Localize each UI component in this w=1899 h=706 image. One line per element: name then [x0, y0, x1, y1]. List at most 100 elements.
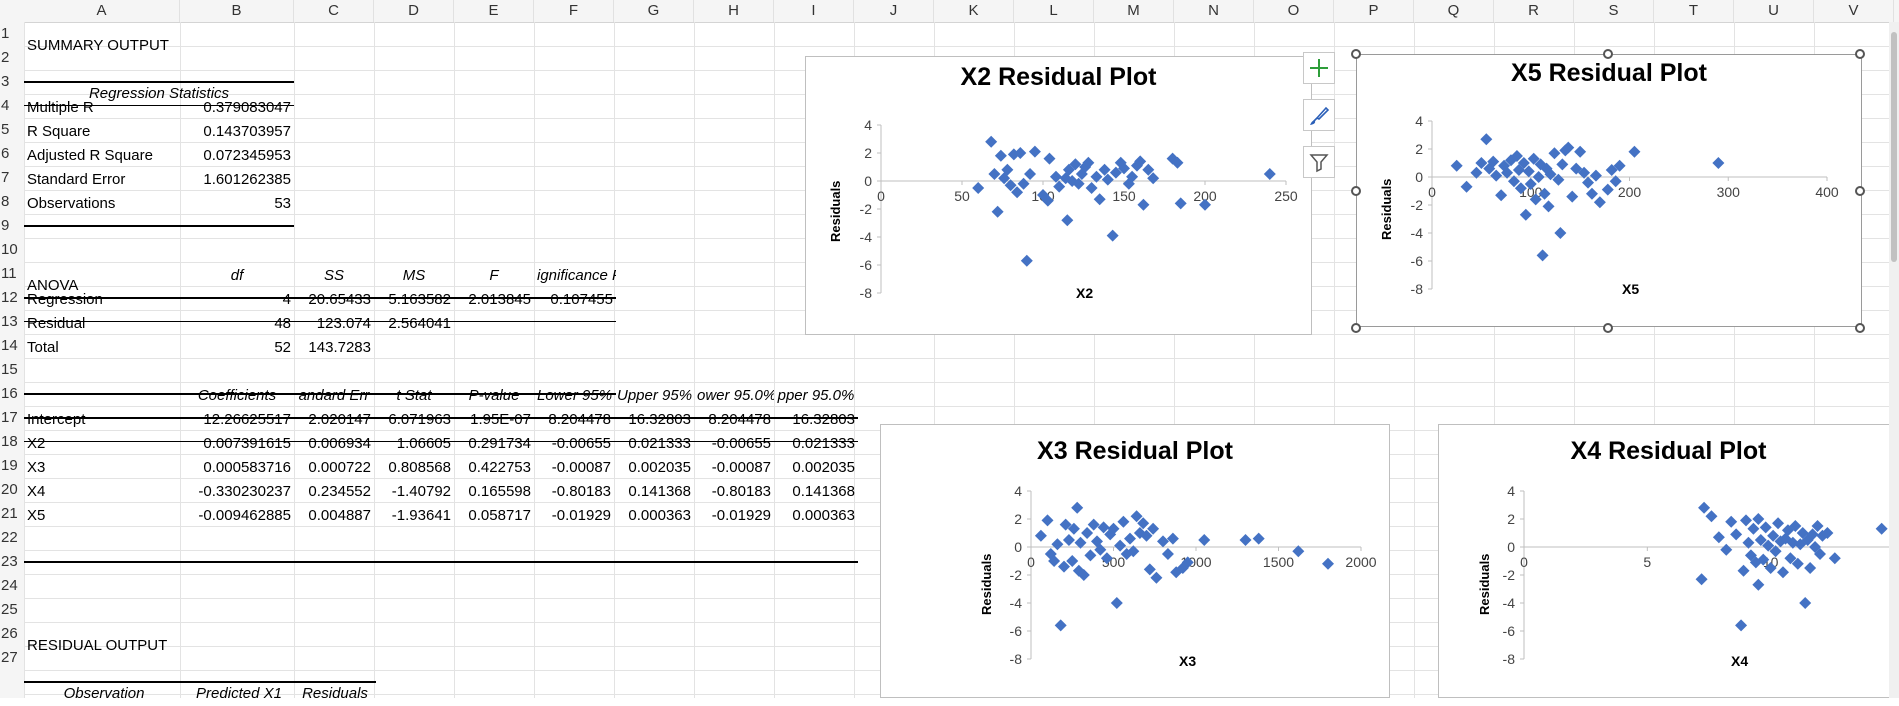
row-header-10[interactable]: 10 [1, 241, 18, 258]
coef-header[interactable]: ower 95.0% [697, 387, 774, 404]
x-axis-label[interactable]: X2 [1076, 285, 1094, 301]
row-header-23[interactable]: 23 [1, 553, 18, 570]
coef-value[interactable]: 0.021333 [792, 435, 855, 452]
stat-value[interactable]: 1.601262385 [203, 171, 291, 188]
coef-row-label[interactable]: X3 [27, 459, 46, 476]
residual-output-title[interactable]: RESIDUAL OUTPUT [27, 637, 168, 654]
stat-label[interactable]: R Square [27, 123, 91, 140]
coef-value[interactable]: -0.00655 [551, 435, 611, 452]
resize-handle[interactable] [1855, 49, 1865, 59]
anova-value[interactable]: 5.163582 [388, 291, 451, 308]
coef-value[interactable]: 0.002035 [792, 459, 855, 476]
column-header-l[interactable]: L [1014, 0, 1094, 22]
anova-header[interactable]: MS [402, 267, 426, 284]
stat-value[interactable]: 0.379083047 [203, 99, 291, 116]
coef-value[interactable]: -1.40792 [391, 483, 451, 500]
resize-handle[interactable] [1351, 186, 1361, 196]
column-header-o[interactable]: O [1254, 0, 1334, 22]
resize-handle[interactable] [1855, 323, 1865, 333]
row-header-16[interactable]: 16 [1, 385, 18, 402]
row-header-27[interactable]: 27 [1, 649, 18, 666]
coef-row-label[interactable]: Intercept [27, 411, 86, 428]
coef-value[interactable]: 16.32803 [628, 411, 691, 428]
coef-value[interactable]: 0.141368 [792, 483, 855, 500]
coef-value[interactable]: -0.00087 [711, 459, 771, 476]
x-axis-label[interactable]: X5 [1622, 281, 1640, 297]
coef-header[interactable]: pper 95.0% [777, 387, 855, 404]
anova-value[interactable]: 2.013845 [468, 291, 531, 308]
residual-header-residuals[interactable]: Residuals [302, 685, 368, 702]
coef-header[interactable]: t Stat [396, 387, 432, 404]
row-header-3[interactable]: 3 [1, 73, 10, 90]
coef-header[interactable]: Coefficients [197, 387, 277, 404]
x-axis-label[interactable]: X3 [1179, 653, 1197, 669]
anova-value[interactable]: 123.074 [316, 315, 371, 332]
row-header-19[interactable]: 19 [1, 457, 18, 474]
stat-label[interactable]: Observations [27, 195, 116, 212]
anova-value[interactable] [454, 336, 534, 360]
column-header-g[interactable]: G [614, 0, 694, 22]
row-header-6[interactable]: 6 [1, 145, 10, 162]
anova-value[interactable]: 4 [282, 291, 291, 308]
stat-value[interactable]: 53 [274, 195, 291, 212]
coef-header[interactable]: P-value [468, 387, 520, 404]
coef-value[interactable]: 0.808568 [388, 459, 451, 476]
row-header-7[interactable]: 7 [1, 169, 10, 186]
column-header-h[interactable]: H [694, 0, 774, 22]
column-header-f[interactable]: F [534, 0, 614, 22]
column-header-e[interactable]: E [454, 0, 534, 22]
row-header-8[interactable]: 8 [1, 193, 10, 210]
row-header-9[interactable]: 9 [1, 217, 10, 234]
coef-value[interactable]: 8.204478 [708, 411, 771, 428]
stat-value[interactable]: 0.072345953 [203, 147, 291, 164]
coef-value[interactable]: -0.009462885 [198, 507, 291, 524]
anova-header[interactable]: F [489, 267, 499, 284]
resize-handle[interactable] [1351, 323, 1361, 333]
coef-row-label[interactable]: X2 [27, 435, 46, 452]
coef-value[interactable]: 0.007391615 [203, 435, 291, 452]
scrollbar-thumb[interactable] [1891, 32, 1897, 262]
coef-header[interactable]: andard Err [298, 387, 370, 404]
coef-value[interactable]: 0.291734 [468, 435, 531, 452]
column-header-t[interactable]: T [1654, 0, 1734, 22]
coef-value[interactable]: 1.95E-07 [470, 411, 531, 428]
chart-filters-button[interactable] [1303, 146, 1335, 178]
anova-value[interactable]: 52 [274, 339, 291, 356]
coef-value[interactable]: -0.80183 [711, 483, 771, 500]
vertical-scrollbar[interactable] [1889, 22, 1899, 698]
coef-value[interactable]: 0.000363 [628, 507, 691, 524]
x3-residual-plot[interactable]: X3 Residual Plot Residuals X3 4 2 0 -2 -4 -6 -8 0 5… [880, 424, 1390, 698]
coef-value[interactable]: 0.000583716 [203, 459, 291, 476]
coef-value[interactable]: 0.021333 [628, 435, 691, 452]
anova-header[interactable]: ignificance F [537, 267, 616, 284]
anova-row-label[interactable]: Residual [27, 315, 86, 332]
coef-value[interactable]: 0.234552 [308, 483, 371, 500]
coef-value[interactable]: 0.058717 [468, 507, 531, 524]
column-header-a[interactable]: A [24, 0, 180, 22]
coef-header[interactable]: Lower 95% [537, 387, 613, 404]
anova-value[interactable]: 20.65433 [308, 291, 371, 308]
coef-value[interactable]: 0.165598 [468, 483, 531, 500]
column-header-r[interactable]: R [1494, 0, 1574, 22]
column-header-i[interactable]: I [774, 0, 854, 22]
stat-label[interactable]: Standard Error [27, 171, 126, 188]
row-header-1[interactable]: 1 [1, 25, 10, 42]
row-header-12[interactable]: 12 [1, 289, 18, 306]
column-header-u[interactable]: U [1734, 0, 1814, 22]
chart-title[interactable]: X5 Residual Plot [1511, 59, 1707, 87]
anova-value[interactable] [374, 336, 454, 360]
row-header-13[interactable]: 13 [1, 313, 18, 330]
column-header-d[interactable]: D [374, 0, 454, 22]
anova-title[interactable]: ANOVA [27, 277, 79, 294]
x5-residual-plot[interactable]: X5 Residual Plot Residuals X5 4 2 0 -2 -4 -6 -8 0 1… [1356, 54, 1862, 327]
row-header-22[interactable]: 22 [1, 529, 18, 546]
coef-value[interactable]: -0.01929 [551, 507, 611, 524]
column-header-j[interactable]: J [854, 0, 934, 22]
row-header-18[interactable]: 18 [1, 433, 18, 450]
coef-value[interactable]: 0.000722 [308, 459, 371, 476]
stat-label[interactable]: Adjusted R Square [27, 147, 153, 164]
chart-elements-button[interactable] [1303, 52, 1335, 84]
row-header-4[interactable]: 4 [1, 97, 10, 114]
anova-value[interactable] [454, 312, 534, 336]
regression-stats-header[interactable]: Regression Statistics [88, 85, 230, 102]
